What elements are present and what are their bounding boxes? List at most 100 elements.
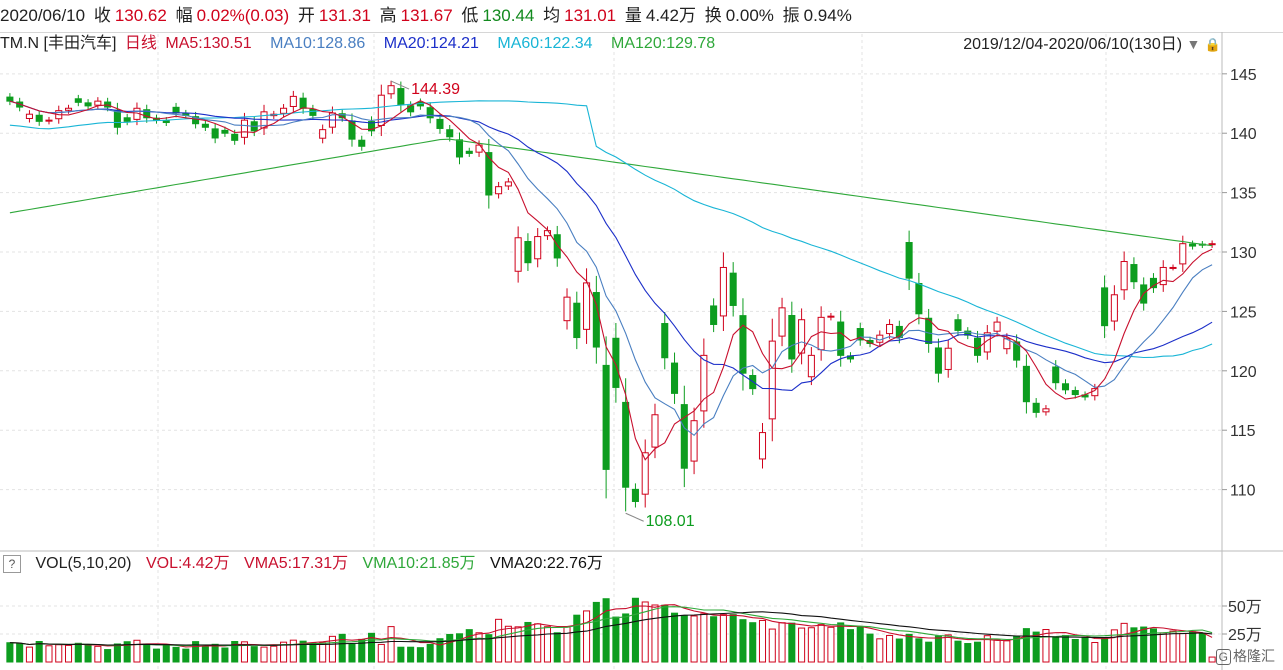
volume-bar	[856, 626, 864, 663]
candle	[788, 315, 796, 360]
volume-bar	[1198, 633, 1206, 663]
candle	[289, 95, 297, 107]
volume-bar	[651, 604, 659, 663]
help-icon[interactable]: ?	[3, 554, 21, 573]
volume-bar	[1179, 632, 1187, 663]
y-tick-label: 135	[1230, 186, 1257, 203]
volume-bar	[749, 622, 757, 663]
volume-bar	[201, 646, 209, 663]
volume-bar	[387, 626, 395, 663]
volume-bar	[250, 646, 258, 663]
candle	[299, 97, 307, 109]
volume-bar	[1013, 635, 1021, 663]
candle	[1022, 365, 1030, 403]
date-range[interactable]: 2019/12/04-2020/06/10(130日) ▼ 🔒	[963, 33, 1221, 55]
candle	[974, 337, 982, 356]
volume-bar	[1130, 627, 1138, 663]
volume-bar	[700, 613, 708, 663]
low-label: 低	[461, 6, 479, 25]
candle	[739, 315, 747, 374]
volume-bar	[475, 632, 483, 663]
candle	[240, 119, 248, 138]
volume-bar	[113, 643, 121, 663]
volume-bar	[348, 643, 356, 663]
volume-bar	[661, 604, 669, 663]
volume-bar	[338, 633, 346, 663]
volume-bar	[426, 643, 434, 663]
volume-bar	[162, 644, 170, 663]
volume-bar	[133, 639, 141, 663]
volume-bar	[172, 646, 180, 663]
volume-bar	[778, 622, 786, 663]
volume-bar	[573, 614, 581, 663]
volume-bar	[84, 644, 92, 663]
candle	[602, 364, 610, 470]
candle	[934, 347, 942, 374]
volume-bar	[915, 638, 923, 663]
vol-y-tick-label: 50万	[1228, 599, 1262, 616]
date-range-label: 2019/12/04-2020/06/10(130日)	[963, 36, 1183, 53]
turnover-label: 换	[704, 6, 722, 25]
volume-bar	[192, 641, 200, 663]
volume-bar	[1169, 630, 1177, 663]
candle	[573, 302, 581, 339]
lock-icon[interactable]: 🔒	[1204, 37, 1221, 52]
volume-bar	[1071, 638, 1079, 663]
volume-bar	[1042, 629, 1050, 663]
candle	[1120, 261, 1128, 291]
volume-bar	[416, 647, 424, 663]
volume-bar	[934, 635, 942, 663]
quote-date: 2020/06/10	[0, 6, 86, 25]
volume-bar	[1091, 642, 1099, 663]
candle	[768, 340, 776, 420]
candle	[426, 107, 434, 119]
chevron-down-icon[interactable]: ▼	[1186, 36, 1201, 52]
volume-bar	[514, 626, 522, 663]
vol-indicator-name: VOL(5,10,20)	[35, 555, 132, 572]
volume-bar	[788, 622, 796, 663]
candle	[1052, 366, 1060, 384]
candle	[690, 420, 698, 462]
volume-bar	[211, 643, 219, 663]
ma5-line	[9, 100, 1213, 461]
volume-bar	[1061, 635, 1070, 663]
candle	[524, 240, 532, 264]
candle	[915, 282, 923, 315]
volume-bar	[328, 635, 336, 663]
candle	[553, 234, 561, 259]
period-label[interactable]: 日线	[124, 35, 157, 52]
volume-bar	[964, 643, 972, 663]
volume-bar	[837, 622, 845, 663]
volume-bar	[622, 613, 630, 663]
volume-bar	[221, 647, 229, 663]
high-label: 高	[379, 6, 397, 25]
candle	[583, 282, 591, 330]
candle	[1189, 243, 1197, 247]
candle	[465, 150, 473, 154]
candle	[192, 116, 200, 125]
candle	[201, 123, 209, 128]
volume-bar	[553, 632, 561, 663]
ticker-label: TM.N [丰田汽车]	[0, 35, 117, 52]
candle	[680, 404, 688, 469]
volume-bar	[35, 641, 43, 663]
candle	[280, 107, 288, 114]
amp-label: 振	[782, 6, 800, 25]
candle	[886, 323, 894, 335]
annotation-leader	[625, 512, 644, 522]
volume-bar	[846, 629, 854, 663]
candle	[719, 266, 727, 317]
candle	[377, 94, 385, 126]
vol-legend: VOL:4.42万	[145, 555, 230, 572]
volume-bar	[495, 618, 503, 663]
low-value: 130.44	[482, 6, 535, 25]
volume-bar	[729, 614, 737, 663]
candle	[827, 315, 835, 318]
volume-bar	[974, 641, 982, 663]
candle	[612, 337, 620, 388]
candle	[671, 362, 679, 394]
volume-bar	[641, 601, 649, 663]
volume-bar	[925, 641, 933, 663]
volume-bar	[876, 638, 884, 663]
